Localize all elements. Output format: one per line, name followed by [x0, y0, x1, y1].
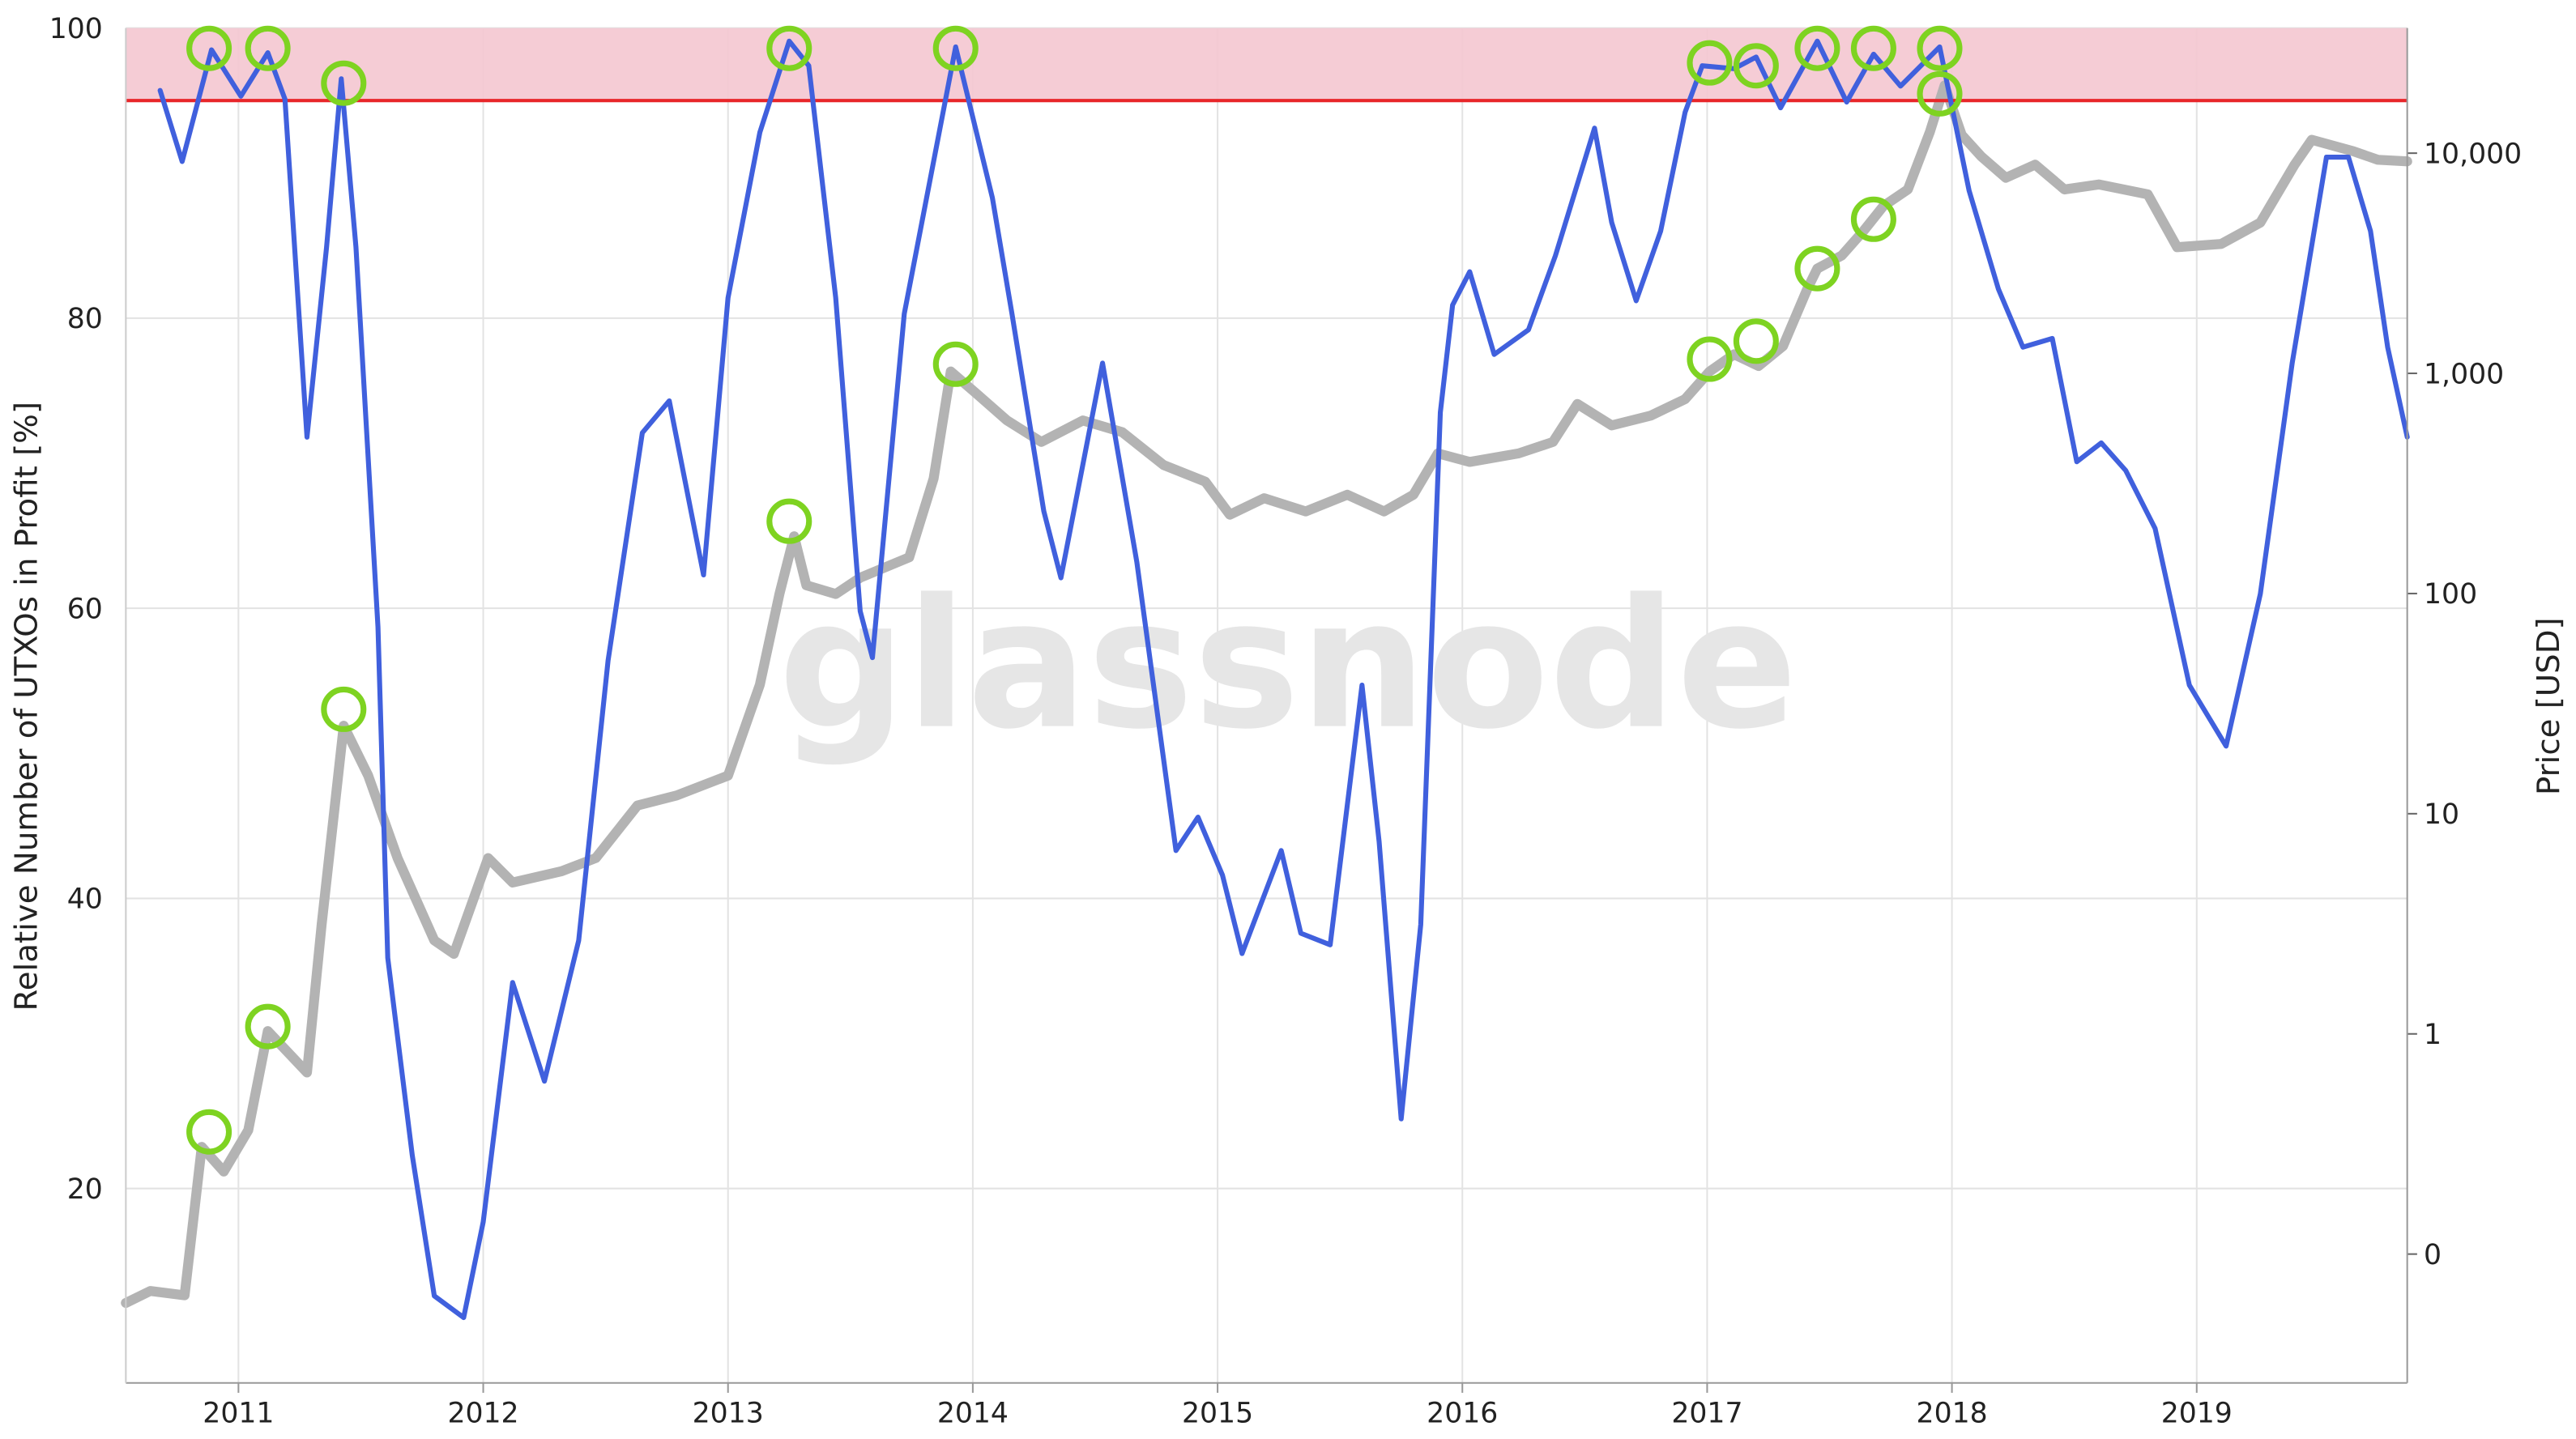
y2-tick-label: 10 — [2424, 798, 2459, 831]
y-tick-label: 40 — [67, 883, 103, 916]
y-tick-label: 100 — [49, 13, 103, 45]
highlight-marker — [1917, 70, 1963, 117]
watermark: glassnode — [778, 561, 1798, 768]
band-layer — [126, 28, 2408, 101]
y2-tick-label: 1 — [2424, 1019, 2442, 1051]
highlight-marker — [1687, 40, 1733, 86]
highlight-marker — [186, 1109, 232, 1155]
y-tick-label: 60 — [67, 593, 103, 625]
lines — [121, 25, 2412, 1321]
x-tick-label: 2017 — [1671, 1398, 1742, 1430]
highlight-marker — [932, 341, 979, 387]
highlight-marker — [1850, 25, 1896, 71]
y-tick-label: 80 — [67, 303, 103, 335]
x-tick-label: 2018 — [1917, 1398, 1988, 1430]
highlight-marker — [321, 60, 367, 106]
highlight-marker — [766, 498, 812, 544]
y2-tick-label: 0 — [2424, 1239, 2442, 1271]
highlight-marker — [1917, 25, 1963, 71]
y-axis-title: Relative Number of UTXOs in Profit [%] — [8, 402, 45, 1011]
y2-tick-label: 10,000 — [2424, 138, 2522, 170]
axes: 2011 2012 2013 2014 2015 2016 2017 2018 2019 20 40… — [49, 13, 2522, 1430]
y-tick-label: 20 — [67, 1173, 103, 1206]
x-tick-label: 2016 — [1427, 1398, 1498, 1430]
highlight-marker — [766, 25, 812, 71]
highlight-marker — [245, 25, 291, 71]
series-line — [121, 80, 2412, 1309]
y2-tick-label: 1,000 — [2424, 358, 2504, 390]
highlight-marker — [1850, 196, 1896, 242]
y2-axis-title: Price [USD] — [2531, 617, 2567, 795]
highlight-band — [126, 28, 2408, 101]
x-tick-label: 2015 — [1182, 1398, 1253, 1430]
highlight-marker — [321, 686, 367, 732]
y2-tick-label: 100 — [2424, 578, 2477, 611]
highlight-marker — [1794, 245, 1840, 292]
series-line — [157, 38, 2410, 1321]
highlight-marker — [1733, 43, 1779, 89]
highlight-marker — [1687, 336, 1733, 382]
x-tick-label: 2012 — [447, 1398, 518, 1430]
highlight-marker — [932, 25, 979, 71]
highlight-marker — [245, 1003, 291, 1049]
highlight-marker — [1733, 318, 1779, 364]
x-tick-label: 2014 — [937, 1398, 1009, 1430]
highlight-marker — [186, 25, 232, 71]
x-tick-label: 2019 — [2161, 1398, 2233, 1430]
x-tick-label: 2013 — [693, 1398, 764, 1430]
highlight-marker — [1794, 25, 1840, 71]
x-tick-label: 2011 — [203, 1398, 274, 1430]
